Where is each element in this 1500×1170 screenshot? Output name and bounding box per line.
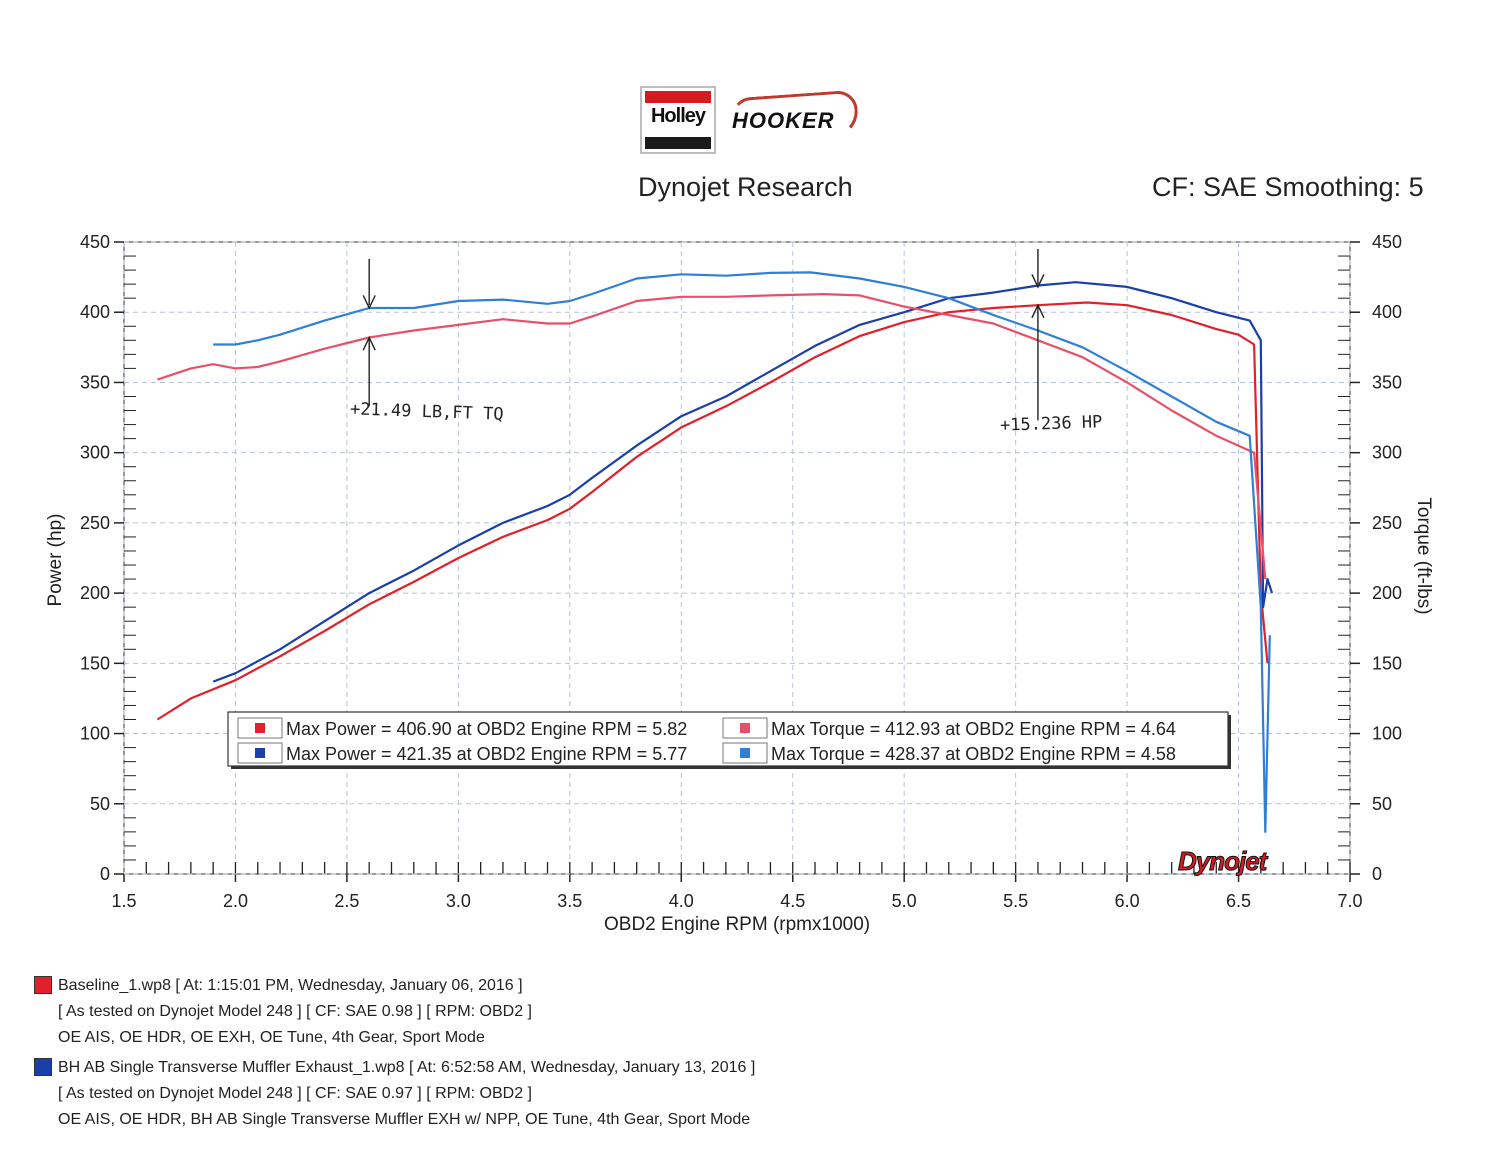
y-tick-label-left: 250 — [80, 513, 110, 533]
y-tick-label-left: 50 — [90, 794, 110, 814]
x-tick-label: 6.0 — [1115, 891, 1140, 911]
x-tick-label: 2.0 — [223, 891, 248, 911]
torque-arrowhead-top — [362, 295, 376, 310]
legend-entry: Max Power = 421.35 at OBD2 Engine RPM = … — [286, 744, 687, 764]
chart-company-title: Dynojet Research — [638, 172, 853, 202]
run-title: BH AB Single Transverse Muffler Exhaust_… — [58, 1059, 756, 1076]
series-baseline-power — [156, 301, 1269, 721]
x-tick-label: 7.0 — [1337, 891, 1362, 911]
y-tick-label-left: 200 — [80, 583, 110, 603]
y-tick-label-left: 300 — [80, 443, 110, 463]
holley-logo: Holley — [640, 86, 716, 154]
y-axis-left-title: Power (hp) — [45, 513, 66, 607]
y-tick-label-right: 200 — [1372, 583, 1402, 603]
y-tick-label-right: 50 — [1372, 794, 1392, 814]
y-tick-label-left: 350 — [80, 372, 110, 392]
series-test-torque — [213, 271, 1271, 833]
y-tick-label-right: 450 — [1372, 232, 1402, 252]
dynojet-logo: Dynojet — [1177, 846, 1267, 877]
y-tick-label-right: 250 — [1372, 513, 1402, 533]
x-tick-label: 4.0 — [669, 891, 694, 911]
run-setup: [ As tested on Dynojet Model 248 ] [ CF:… — [58, 1085, 532, 1102]
run-entry-baseline: Baseline_1.wp8 [ At: 1:15:01 PM, Wednesd… — [30, 973, 930, 1051]
run-swatch-test — [34, 1058, 52, 1076]
x-tick-label: 3.5 — [557, 891, 582, 911]
run-swatch-baseline — [34, 976, 52, 994]
hooker-logo-text: HOOKER — [732, 108, 835, 133]
torque-arrowhead-bottom — [362, 335, 376, 351]
power-arrowhead-top — [1031, 274, 1045, 289]
x-tick-label: 2.5 — [334, 891, 359, 911]
y-tick-label-right: 300 — [1372, 443, 1402, 463]
x-axis-title: OBD2 Engine RPM (rpmx1000) — [604, 914, 871, 935]
y-tick-label-left: 400 — [80, 302, 110, 322]
y-tick-label-right: 350 — [1372, 372, 1402, 392]
series-baseline-torque — [157, 293, 1267, 580]
x-tick-label: 3.0 — [446, 891, 471, 911]
x-tick-label: 5.0 — [892, 891, 917, 911]
run-setup: [ As tested on Dynojet Model 248 ] [ CF:… — [58, 1003, 532, 1020]
correction-factor-label: CF: SAE Smoothing: 5 — [1152, 172, 1424, 202]
legend-swatch — [255, 723, 265, 733]
legend-swatch — [740, 748, 750, 758]
legend-entry: Max Power = 406.90 at OBD2 Engine RPM = … — [286, 719, 687, 739]
y-tick-label-left: 150 — [80, 653, 110, 673]
power-gain-annotation: +15.236 HP — [999, 412, 1103, 436]
y-tick-label-right: 400 — [1372, 302, 1402, 322]
run-notes: Baseline_1.wp8 [ At: 1:15:01 PM, Wednesd… — [30, 973, 930, 1137]
y-tick-label-right: 100 — [1372, 724, 1402, 744]
x-tick-label: 4.5 — [780, 891, 805, 911]
legend-entry: Max Torque = 412.93 at OBD2 Engine RPM =… — [771, 719, 1176, 739]
x-tick-label: 6.5 — [1226, 891, 1251, 911]
y-tick-label-left: 100 — [80, 724, 110, 744]
holley-logo-text: Holley — [650, 105, 706, 127]
series-test-power — [212, 281, 1274, 683]
legend-entry: Max Torque = 428.37 at OBD2 Engine RPM =… — [771, 744, 1176, 764]
run-entry-test: BH AB Single Transverse Muffler Exhaust_… — [30, 1055, 930, 1133]
run-title: Baseline_1.wp8 [ At: 1:15:01 PM, Wednesd… — [58, 977, 523, 994]
y-tick-label-left: 0 — [100, 864, 110, 884]
run-description: OE AIS, OE HDR, BH AB Single Transverse … — [58, 1111, 751, 1128]
power-arrowhead-bottom — [1031, 303, 1045, 319]
y-axis-right-title: Torque (ft-lbs) — [1413, 497, 1434, 615]
y-tick-label-right: 0 — [1372, 864, 1382, 884]
run-description: OE AIS, OE HDR, OE EXH, OE Tune, 4th Gea… — [58, 1029, 485, 1046]
y-tick-label-left: 450 — [80, 232, 110, 252]
legend-swatch — [255, 748, 265, 758]
brand-logos: Holley HOOKER — [640, 86, 870, 154]
plot-frame — [123, 241, 1351, 875]
legend-swatch — [740, 723, 750, 733]
y-tick-label-right: 150 — [1372, 653, 1402, 673]
x-tick-label: 1.5 — [111, 891, 136, 911]
x-tick-label: 5.5 — [1003, 891, 1028, 911]
